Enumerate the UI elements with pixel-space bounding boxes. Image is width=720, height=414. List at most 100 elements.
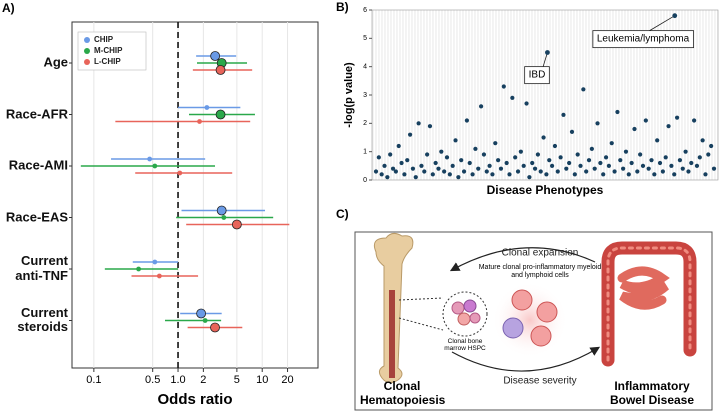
point-estimate xyxy=(210,51,221,61)
point xyxy=(405,158,410,163)
point xyxy=(550,163,555,168)
point xyxy=(444,155,450,160)
point-estimate xyxy=(231,219,242,230)
cells-label: Mature clonal pro-inflammatory myeloid a… xyxy=(478,264,602,280)
point xyxy=(683,149,688,154)
point xyxy=(524,101,529,106)
point xyxy=(470,172,475,177)
point xyxy=(427,124,433,129)
point xyxy=(643,118,648,123)
point xyxy=(638,152,643,157)
point xyxy=(598,160,603,166)
point xyxy=(373,169,379,174)
point xyxy=(680,166,685,171)
point xyxy=(453,138,458,143)
point xyxy=(629,160,634,166)
point xyxy=(575,152,580,157)
point xyxy=(700,138,705,143)
cell-icon xyxy=(451,301,465,315)
y-category-label: Race-AMI xyxy=(8,157,68,173)
point-estimate xyxy=(210,322,220,333)
point xyxy=(433,160,438,166)
point xyxy=(436,166,441,171)
intestine-icon xyxy=(601,241,697,367)
point xyxy=(402,172,407,177)
point xyxy=(621,166,626,171)
annotation-box xyxy=(524,66,550,85)
cell-icon xyxy=(502,317,524,339)
annotation-label: IBD xyxy=(529,70,546,81)
point xyxy=(459,158,464,163)
point xyxy=(589,146,594,151)
point xyxy=(669,163,674,168)
point xyxy=(507,172,512,177)
x-axis-title: Odds ratio xyxy=(157,391,232,408)
point-estimate xyxy=(204,105,210,110)
point xyxy=(632,126,637,132)
point xyxy=(558,155,563,160)
point xyxy=(422,169,427,174)
point-estimate xyxy=(136,266,141,272)
legend-swatch xyxy=(84,59,90,65)
point xyxy=(584,169,589,174)
point xyxy=(450,163,455,168)
point xyxy=(689,160,694,166)
point xyxy=(612,169,617,174)
point xyxy=(635,169,640,174)
hspc-label: Clonal bone marrow HSPC xyxy=(444,338,486,353)
point xyxy=(547,158,552,163)
y-category-label: Race-AFR xyxy=(5,106,68,122)
point xyxy=(606,163,612,168)
point xyxy=(473,146,478,151)
point xyxy=(493,141,498,146)
point xyxy=(672,172,677,177)
point xyxy=(410,166,416,171)
legend-label: CHIP xyxy=(94,35,114,44)
point xyxy=(439,149,444,154)
legend-label: M-CHIP xyxy=(94,46,123,55)
arrow-label: Disease severity xyxy=(503,376,576,387)
x-tick-label: 0.1 xyxy=(86,374,101,386)
panel-label: B) xyxy=(336,0,349,14)
point xyxy=(513,155,518,160)
right-label: Inflammatory Bowel Disease xyxy=(609,379,695,407)
point xyxy=(592,166,597,171)
point xyxy=(396,143,401,149)
x-tick-label: 0.5 xyxy=(145,374,160,386)
point xyxy=(535,152,540,157)
legend-swatch xyxy=(84,37,90,43)
y-tick-label: 4 xyxy=(363,64,367,71)
point xyxy=(709,143,714,149)
y-tick-label: 3 xyxy=(363,92,367,99)
point xyxy=(578,163,583,168)
point xyxy=(487,163,492,168)
point xyxy=(407,132,413,137)
point xyxy=(545,50,550,55)
point-estimate xyxy=(177,170,183,176)
x-tick-label: 5 xyxy=(234,374,240,386)
point xyxy=(711,166,717,171)
y-category-label: Current anti-TNF xyxy=(15,253,68,283)
point xyxy=(555,169,560,174)
point xyxy=(399,160,404,166)
annotation-box xyxy=(592,30,694,49)
point xyxy=(618,158,623,163)
point-estimate xyxy=(197,119,202,124)
point xyxy=(504,160,509,166)
cell-icon xyxy=(536,301,558,323)
annotation-label: Leukemia/lymphoma xyxy=(597,34,690,45)
x-tick-label: 1.0 xyxy=(170,374,185,386)
point xyxy=(461,169,467,174)
panel-label: C) xyxy=(336,207,349,221)
point xyxy=(677,158,683,163)
point xyxy=(379,172,384,177)
y-tick-label: 6 xyxy=(363,7,367,14)
point xyxy=(686,169,691,174)
point xyxy=(419,163,424,168)
panel-label: A) xyxy=(2,1,15,15)
point-estimate xyxy=(202,318,208,323)
cell-icon xyxy=(457,312,471,326)
point xyxy=(615,109,620,115)
point xyxy=(416,121,421,126)
